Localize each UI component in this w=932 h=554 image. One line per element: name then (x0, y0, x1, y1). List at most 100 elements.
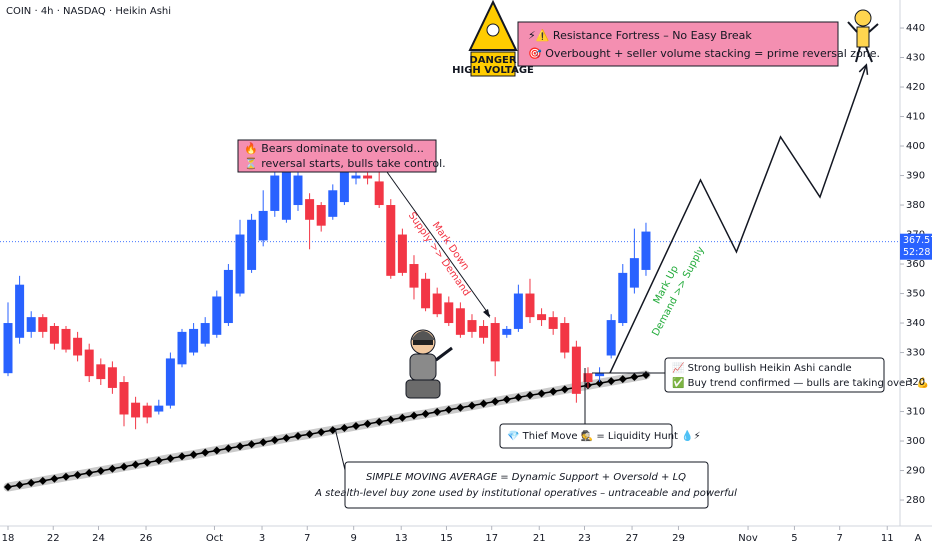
x-tick-label: 9 (350, 533, 356, 544)
connector (386, 171, 491, 317)
sma-marker (340, 424, 349, 433)
candle-body (154, 405, 164, 412)
icon-part (868, 23, 879, 33)
x-tick-label: 13 (395, 533, 408, 544)
sma-marker (50, 474, 59, 483)
candle-body (397, 234, 407, 273)
candle-body (409, 264, 419, 288)
sma-marker (189, 450, 198, 459)
sma-marker (15, 480, 24, 489)
sma-marker (630, 373, 639, 382)
sma-marker (224, 444, 233, 453)
sma-marker (363, 419, 372, 428)
candle-body (583, 373, 593, 383)
candle-body (571, 346, 581, 394)
x-tick-label: 11 (881, 533, 894, 544)
sma-marker (177, 452, 186, 461)
x-tick-label: 7 (836, 533, 842, 544)
y-tick-label: 380 (906, 200, 925, 211)
annotation-text: 📈 Strong bullish Heikin Ashi candle (672, 361, 852, 374)
candle-body (3, 323, 13, 374)
auto-scale-button[interactable] (910, 529, 926, 545)
x-tick-label: 23 (578, 533, 591, 544)
skeleton-icon (847, 9, 879, 63)
sma-marker (491, 397, 500, 406)
sma-marker (73, 470, 82, 479)
candle-body (316, 205, 326, 226)
sma-marker (421, 409, 430, 418)
annotation-text: ✅ Buy trend confirmed — bulls are taking… (672, 376, 929, 389)
skull-icon (486, 23, 500, 37)
candle-body (560, 323, 570, 353)
sma-marker (27, 478, 36, 487)
y-tick-label: 280 (906, 495, 925, 506)
auto-scale-label[interactable]: A (915, 533, 922, 544)
y-tick-label: 310 (906, 407, 925, 418)
danger-sign: DANGER HIGH VOLTAGE (452, 0, 534, 77)
sma-marker (514, 393, 523, 402)
sma-marker (108, 464, 117, 473)
candle-body (235, 234, 245, 294)
sma-marker (375, 417, 384, 426)
icon-part (409, 353, 437, 381)
sma-marker (398, 413, 407, 422)
candle-body (328, 190, 338, 217)
sma-marker (282, 434, 291, 443)
plot-area (0, 63, 900, 492)
y-tick-label: 420 (906, 82, 925, 93)
candle-body (200, 323, 210, 344)
y-tick-label: 300 (906, 436, 925, 447)
sma-marker (607, 377, 616, 386)
annotation-box (664, 357, 885, 393)
candle-body (73, 337, 83, 356)
sma-marker (38, 476, 47, 485)
y-tick-label: 350 (906, 289, 925, 300)
candle-body (432, 293, 442, 315)
candle-body (38, 317, 48, 332)
candle-body (363, 175, 373, 179)
candle-body (177, 331, 187, 365)
sma-marker (247, 440, 256, 449)
icon-part (865, 46, 873, 63)
candle-body (606, 320, 616, 356)
sma-marker (537, 389, 546, 398)
last-price-box (900, 233, 932, 260)
y-tick-label: 330 (906, 348, 925, 359)
sma-marker (259, 438, 268, 447)
candle-body (189, 328, 199, 353)
sma-marker (96, 466, 105, 475)
candle-body (339, 169, 349, 203)
candle-body (84, 349, 94, 377)
candle-body (212, 296, 222, 335)
candle-body (618, 272, 628, 324)
candle-body (513, 293, 523, 329)
candle-body (293, 175, 303, 206)
countdown-label: 52:28 (903, 247, 930, 258)
x-tick-label: 29 (672, 533, 685, 544)
icon-part (413, 340, 433, 345)
sma-marker (525, 391, 534, 400)
icon-part (435, 346, 453, 362)
danger-plate (470, 51, 516, 77)
annotation-text: ⏳ reversal starts, bulls take control. (244, 157, 446, 170)
icon-part (847, 21, 858, 33)
x-tick-label: 27 (626, 533, 639, 544)
y-tick-label: 360 (906, 259, 925, 270)
sma-marker (467, 401, 476, 410)
candle-body (467, 320, 477, 332)
icon-part (405, 379, 441, 399)
annotation-text: SIMPLE MOVING AVERAGE = Dynamic Support … (366, 472, 686, 483)
sma-marker (212, 446, 221, 455)
sma-marker (201, 448, 210, 457)
sma-marker (502, 395, 511, 404)
sma-marker (549, 387, 558, 396)
sma-marker (317, 428, 326, 437)
x-tick-label: 15 (440, 533, 453, 544)
danger-text: DANGER (469, 55, 516, 66)
sma-marker (351, 421, 360, 430)
sma-marker (85, 468, 94, 477)
annotation-box (344, 461, 709, 509)
icon-part (854, 9, 872, 27)
sma-marker (305, 430, 314, 439)
